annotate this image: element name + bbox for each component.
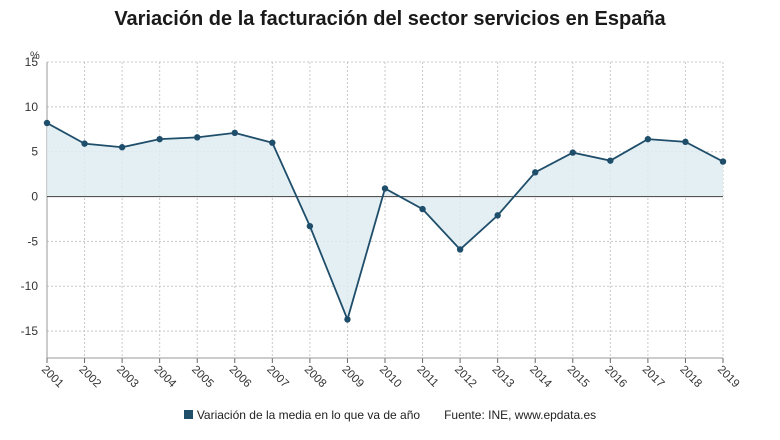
data-point: [456, 246, 464, 253]
x-tick-label: 2001: [39, 364, 66, 391]
data-point: [607, 157, 614, 164]
data-point: [494, 212, 501, 219]
x-tick-label: 2015: [565, 364, 592, 391]
data-point: [156, 135, 163, 143]
x-tick-labels: 2001 2002 2003 2004 2005 2006 2007 2008 2009 2010…: [39, 364, 742, 391]
data-point: [269, 139, 276, 146]
x-tick-label: 2006: [227, 364, 254, 391]
y-tick-labels: 15 10 5 0 -5 -10 -15: [21, 55, 39, 338]
data-point: [306, 222, 314, 230]
x-tick-label: 2010: [377, 364, 404, 391]
x-tick-label: 2005: [189, 364, 216, 391]
x-tick-label: 2007: [264, 364, 291, 391]
x-tick-label: 2017: [640, 364, 667, 391]
x-tick-label: 2018: [677, 364, 704, 391]
y-axis-unit: %: [30, 50, 40, 62]
x-tick-label: 2002: [76, 364, 103, 391]
y-tick-label: 15: [25, 55, 39, 69]
grid-layer: [46, 61, 724, 363]
data-point: [194, 134, 201, 141]
data-point: [719, 158, 727, 165]
y-tick-label: 10: [25, 100, 39, 114]
x-tick-label: 2011: [414, 364, 440, 390]
y-tick-label: 5: [31, 145, 38, 159]
y-tick-label: 0: [31, 190, 38, 204]
x-tick-label: 2012: [452, 364, 479, 391]
data-point: [532, 169, 539, 176]
x-tick-label: 2008: [302, 364, 329, 391]
x-tick-label: 2019: [715, 364, 742, 391]
data-point: [569, 149, 576, 156]
data-point: [231, 129, 238, 137]
source-text: Fuente: INE, www.epdata.es: [444, 408, 597, 422]
x-tick-label: 2013: [490, 364, 517, 391]
x-tick-label: 2004: [152, 364, 179, 391]
legend-label: Variación de la media en lo que va de añ…: [196, 408, 421, 422]
data-point: [644, 135, 652, 143]
area-layer: [47, 122, 723, 320]
data-point: [43, 119, 51, 127]
x-tick-label: 2016: [602, 364, 629, 391]
chart-title: Variación de la facturación del sector s…: [114, 8, 666, 30]
data-point: [81, 140, 88, 147]
point-layer: [43, 119, 727, 323]
data-point: [682, 138, 689, 146]
x-tick-label: 2009: [339, 364, 366, 391]
data-point: [381, 185, 389, 192]
legend-swatch: [183, 410, 193, 420]
legend: Variación de la media en lo que va de añ…: [0, 408, 780, 422]
y-tick-label: -10: [21, 279, 39, 293]
area-fill: [47, 122, 723, 320]
y-tick-label: -5: [27, 234, 38, 248]
data-point: [344, 316, 351, 323]
x-tick-label: 2014: [527, 364, 554, 391]
x-tick-label: 2003: [114, 364, 141, 391]
data-point: [118, 144, 126, 151]
y-tick-label: -15: [21, 324, 39, 338]
data-point: [419, 205, 426, 213]
